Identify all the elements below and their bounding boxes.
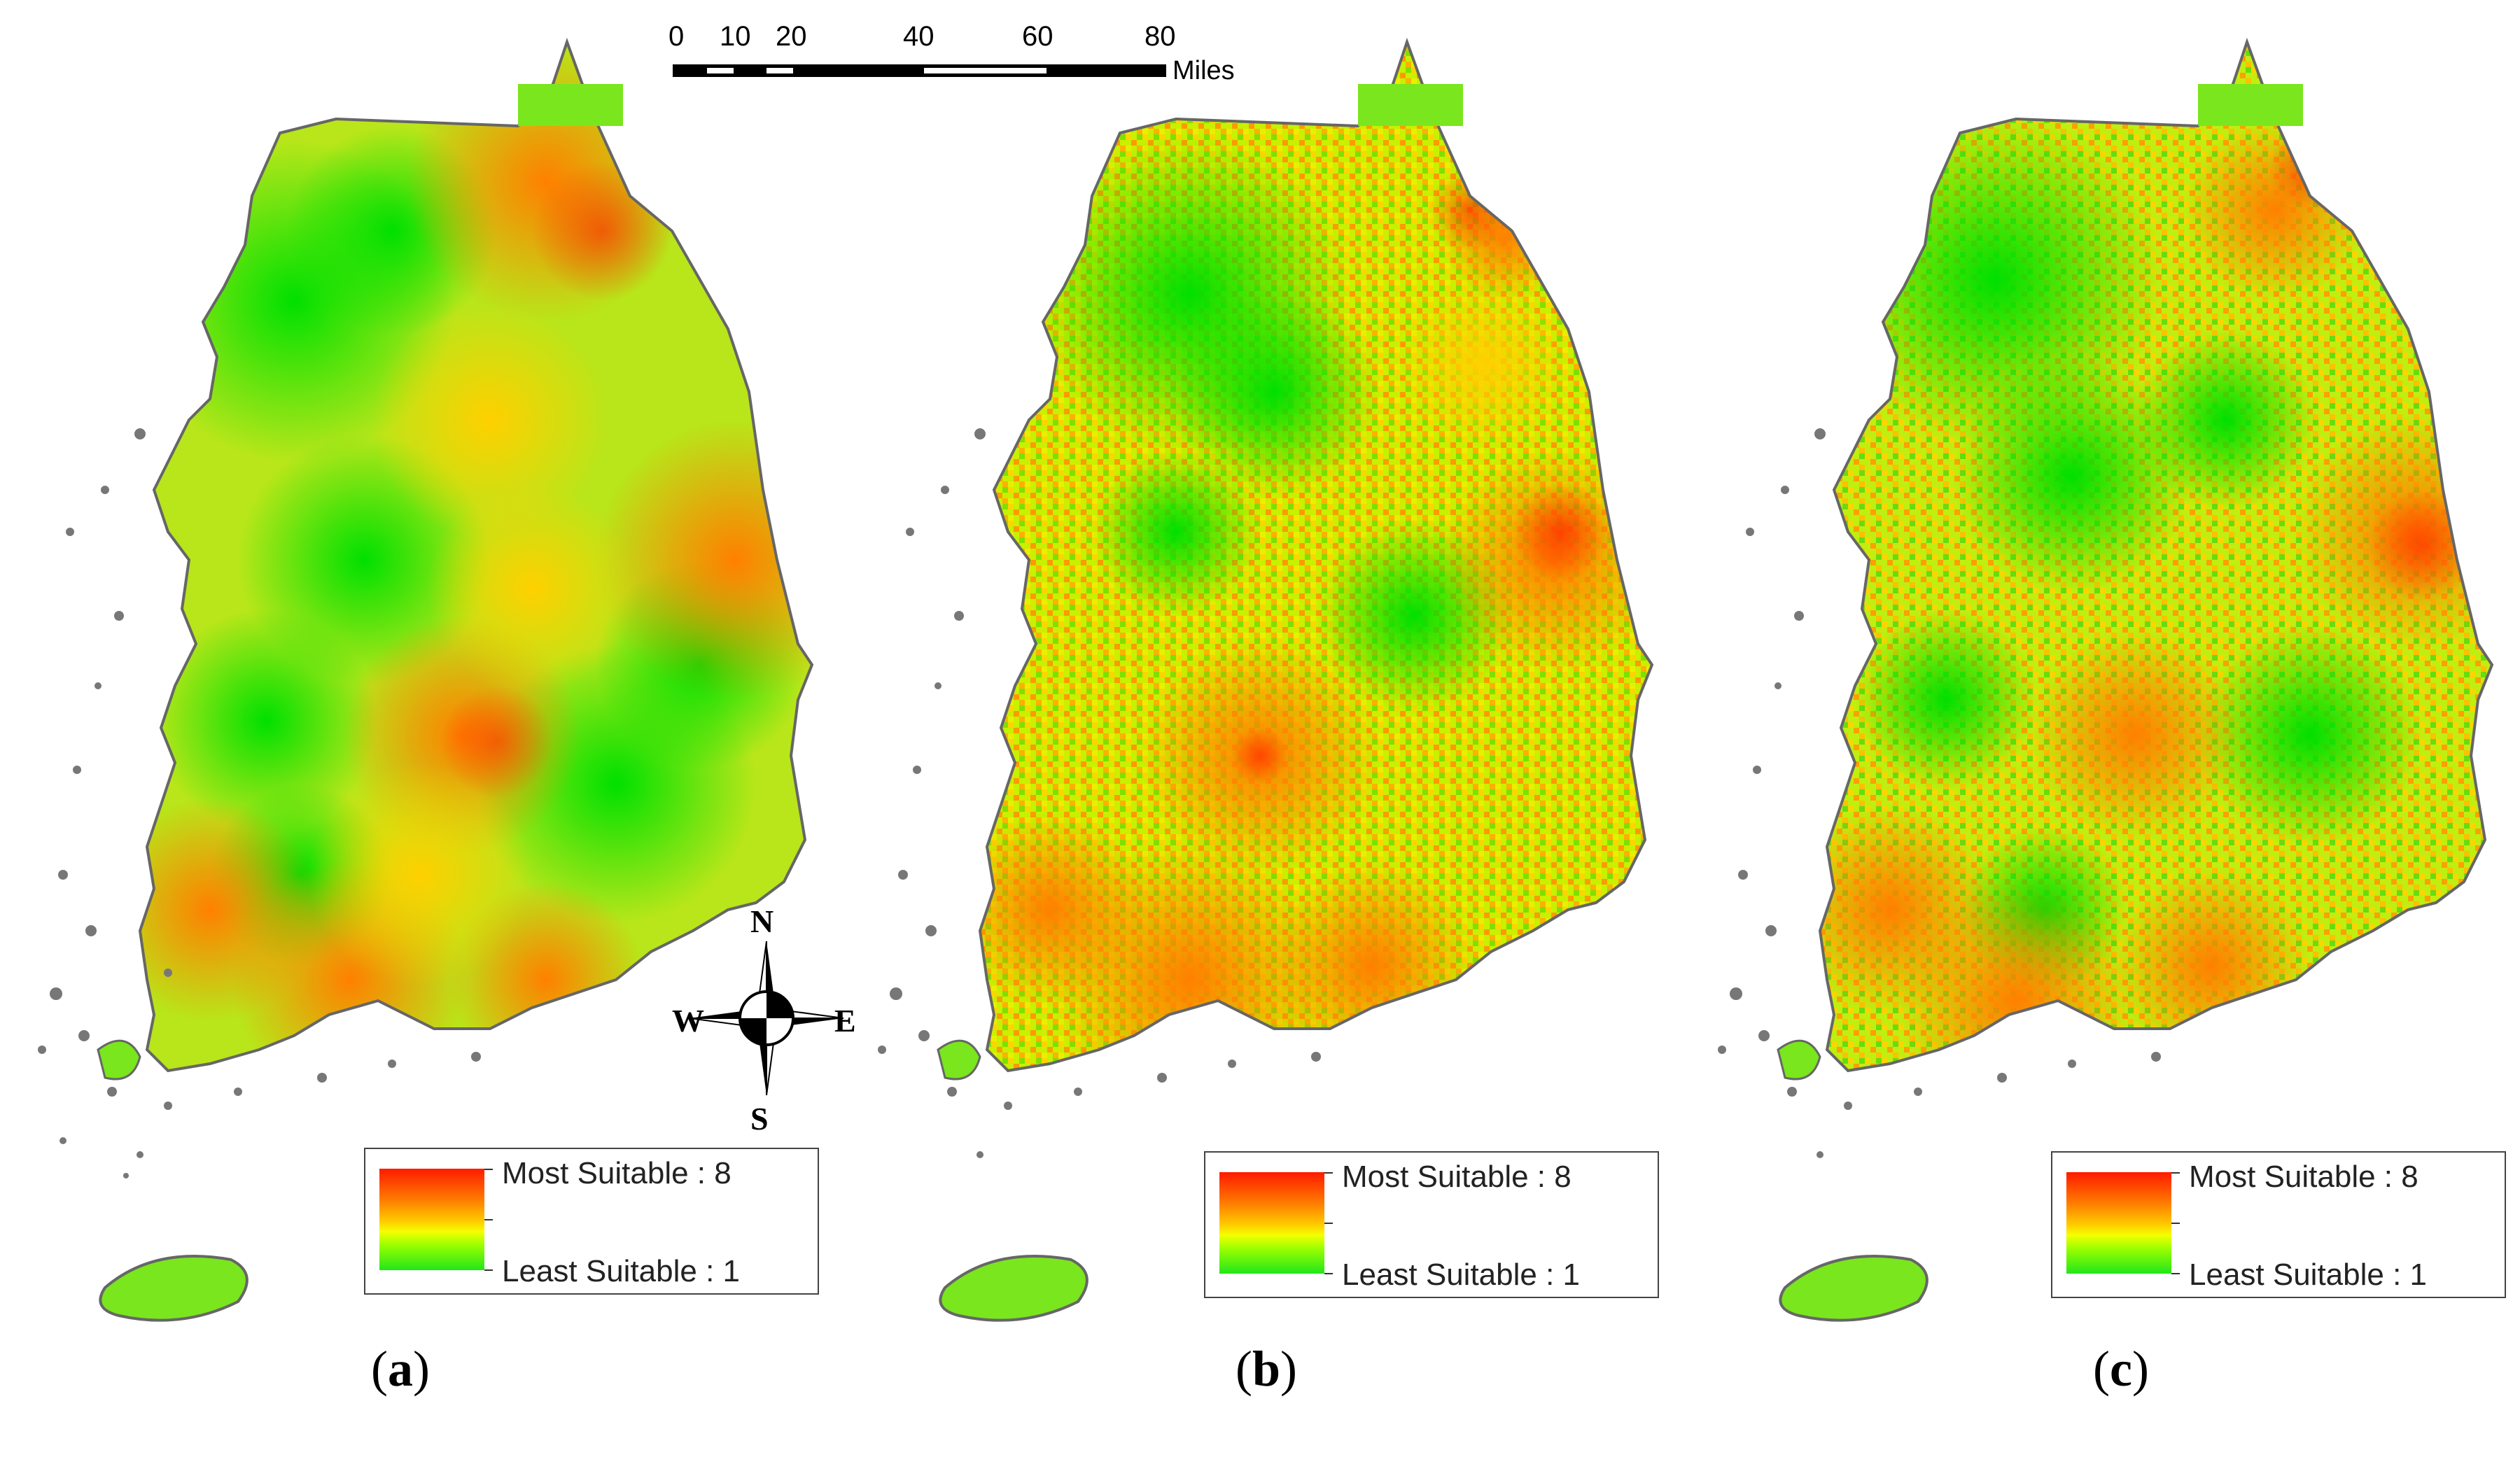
legend-most-label: Most Suitable : 8 xyxy=(1342,1160,1572,1194)
color-ramp xyxy=(2066,1172,2171,1274)
legend-tick-bottom xyxy=(1324,1273,1333,1274)
legend-tick-top xyxy=(1324,1172,1333,1174)
suitability-map-a xyxy=(38,41,813,1322)
compass-star-icon xyxy=(689,941,844,1096)
scale-tick-20: 20 xyxy=(776,21,807,52)
map-panel-b: Most Suitable : 8 Least Suitable : 1 (b) xyxy=(840,0,1680,1457)
scale-tick-60: 60 xyxy=(1022,21,1054,52)
legend-tick-bottom xyxy=(2171,1273,2180,1274)
legend-tick-top xyxy=(2171,1172,2180,1174)
legend-c: Most Suitable : 8 Least Suitable : 1 xyxy=(2051,1151,2506,1298)
scale-tick-40: 40 xyxy=(903,21,934,52)
scale-bar: 0 10 20 40 60 80 Miles xyxy=(668,21,1298,91)
suitability-map-b xyxy=(878,41,1653,1322)
legend-tick-mid xyxy=(1324,1223,1333,1224)
legend-tick-top xyxy=(484,1169,493,1170)
suitability-map-c xyxy=(1718,41,2493,1322)
caption-c: (c) xyxy=(2093,1341,2149,1397)
color-ramp xyxy=(379,1169,484,1270)
caption-a: (a) xyxy=(371,1341,430,1397)
scale-tick-80: 80 xyxy=(1144,21,1176,52)
compass-east-label: E xyxy=(834,1003,856,1039)
legend-most-label: Most Suitable : 8 xyxy=(502,1156,732,1190)
legend-tick-bottom xyxy=(484,1269,493,1271)
map-panel-c: Most Suitable : 8 Least Suitable : 1 (c) xyxy=(1680,0,2520,1457)
scale-bar-graphic xyxy=(673,64,1166,77)
scale-tick-0: 0 xyxy=(668,21,685,52)
compass-west-label: W xyxy=(672,1003,704,1039)
scale-tick-10: 10 xyxy=(720,21,751,52)
color-ramp xyxy=(1219,1172,1324,1274)
legend-least-label: Least Suitable : 1 xyxy=(502,1254,741,1288)
scale-unit: Miles xyxy=(1172,56,1235,85)
map-panel-a: Most Suitable : 8 Least Suitable : 1 (a) xyxy=(0,0,840,1457)
legend-least-label: Least Suitable : 1 xyxy=(2189,1258,2428,1292)
caption-b: (b) xyxy=(1236,1341,1298,1397)
legend-least-label: Least Suitable : 1 xyxy=(1342,1258,1581,1292)
legend-a: Most Suitable : 8 Least Suitable : 1 xyxy=(364,1148,819,1295)
legend-b: Most Suitable : 8 Least Suitable : 1 xyxy=(1204,1151,1659,1298)
compass-south-label: S xyxy=(750,1101,769,1136)
compass-rose: N S E W xyxy=(672,903,861,1136)
legend-most-label: Most Suitable : 8 xyxy=(2189,1160,2418,1194)
legend-tick-mid xyxy=(484,1219,493,1220)
compass-north-label: N xyxy=(750,903,774,939)
legend-tick-mid xyxy=(2171,1223,2180,1224)
